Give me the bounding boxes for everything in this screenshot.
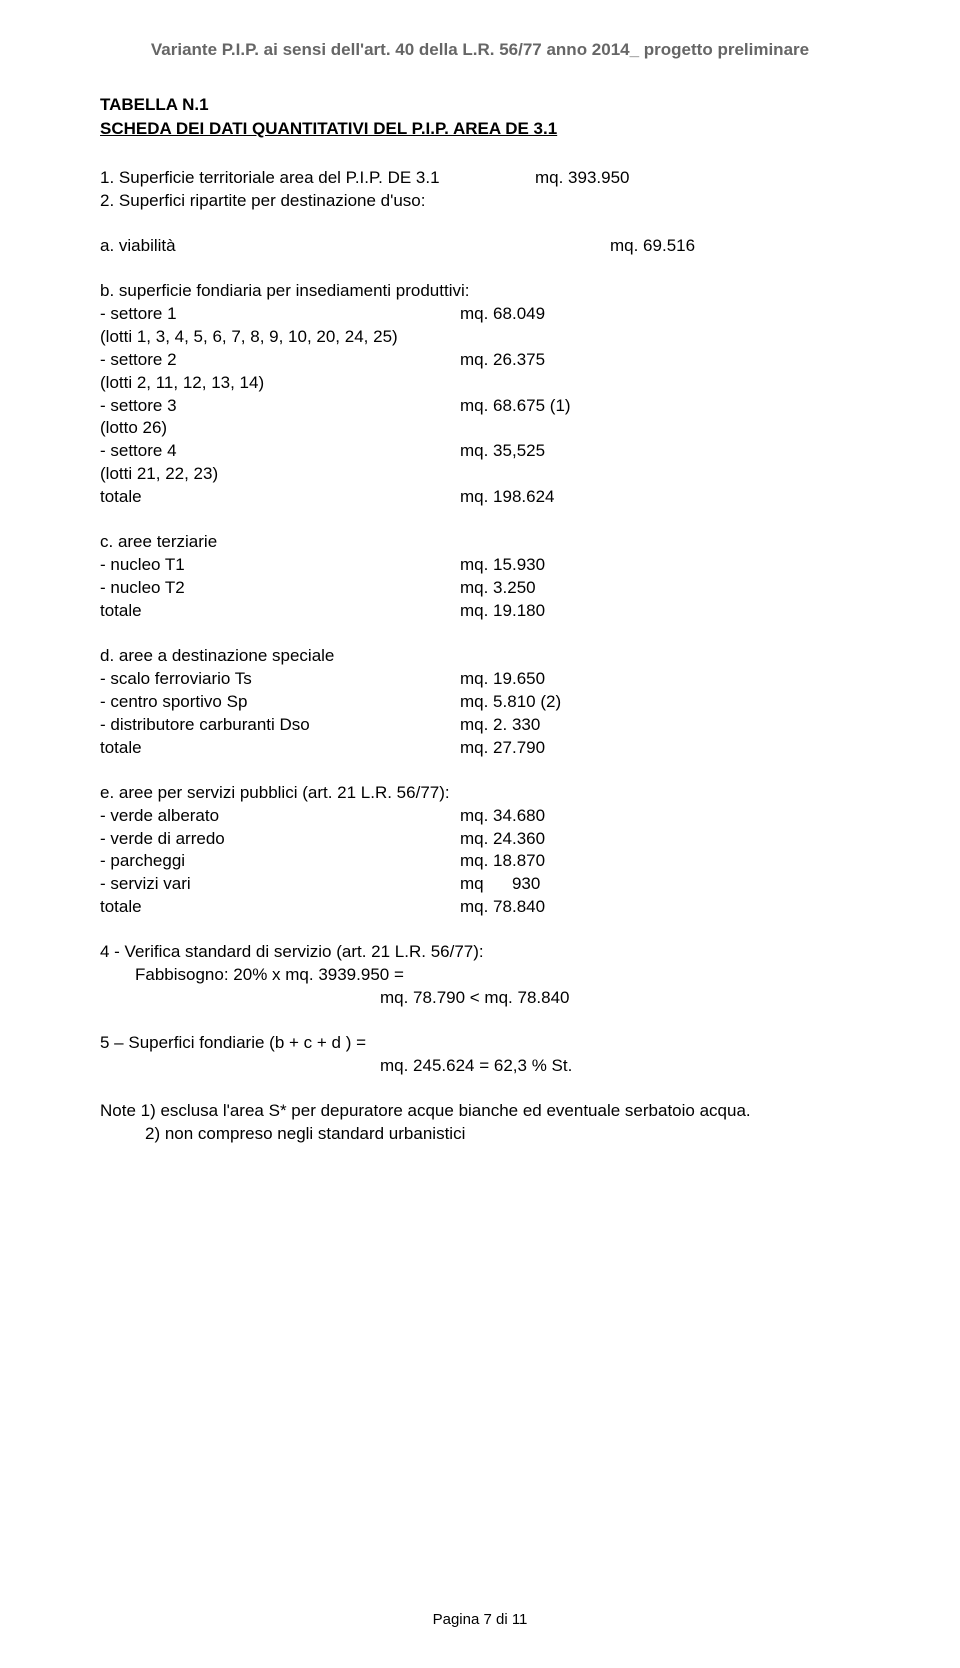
d2-value: mq. 5.810 (2) <box>460 691 561 714</box>
sec4-l3: mq. 78.790 < mq. 78.840 <box>380 987 570 1010</box>
item-d-totale: totale mq. 27.790 <box>100 737 860 760</box>
b3-note: (lotto 26) <box>100 417 167 440</box>
note-1: Note 1) esclusa l'area S* per depuratore… <box>100 1100 860 1123</box>
sec1-value: mq. 393.950 <box>535 167 630 190</box>
section-5-line1: 5 – Superfici fondiarie (b + c + d ) = <box>100 1032 860 1055</box>
section-4-line2: Fabbisogno: 20% x mq. 3939.950 = <box>100 964 860 987</box>
b-tot-value: mq. 198.624 <box>460 486 555 509</box>
b-tot-label: totale <box>100 486 460 509</box>
e3-value: mq. 18.870 <box>460 850 545 873</box>
item-e-intro: e. aree per servizi pubblici (art. 21 L.… <box>100 782 860 805</box>
note-2-text: 2) non compreso negli standard urbanisti… <box>145 1123 465 1146</box>
item-e1: - verde alberato mq. 34.680 <box>100 805 860 828</box>
e-tot-label: totale <box>100 896 460 919</box>
page-footer: Pagina 7 di 11 <box>0 1611 960 1628</box>
e1-value: mq. 34.680 <box>460 805 545 828</box>
item-e2: - verde di arredo mq. 24.360 <box>100 828 860 851</box>
d-tot-label: totale <box>100 737 460 760</box>
item-b3: - settore 3 mq. 68.675 (1) <box>100 395 860 418</box>
section-2-intro: 2. Superfici ripartite per destinazione … <box>100 190 860 213</box>
sec5-l1: 5 – Superfici fondiarie (b + c + d ) = <box>100 1032 366 1055</box>
item-b4: - settore 4 mq. 35,525 <box>100 440 860 463</box>
c1-label: - nucleo T1 <box>100 554 460 577</box>
item-c2: - nucleo T2 mq. 3.250 <box>100 577 860 600</box>
note-2: 2) non compreso negli standard urbanisti… <box>100 1123 860 1146</box>
b2-note: (lotti 2, 11, 12, 13, 14) <box>100 372 264 395</box>
e1-label: - verde alberato <box>100 805 460 828</box>
b4-label: - settore 4 <box>100 440 460 463</box>
e2-label: - verde di arredo <box>100 828 460 851</box>
section-1: 1. Superficie territoriale area del P.I.… <box>100 167 860 190</box>
item-c-intro: c. aree terziarie <box>100 531 860 554</box>
item-b4-note: (lotti 21, 22, 23) <box>100 463 860 486</box>
d2-label: - centro sportivo Sp <box>100 691 460 714</box>
section-4-line1: 4 - Verifica standard di servizio (art. … <box>100 941 860 964</box>
d3-label: - distributore carburanti Dso <box>100 714 460 737</box>
b2-label: - settore 2 <box>100 349 460 372</box>
item-a: a. viabilità mq. 69.516 <box>100 235 860 258</box>
e-tot-value: mq. 78.840 <box>460 896 545 919</box>
item-e-totale: totale mq. 78.840 <box>100 896 860 919</box>
table-number: TABELLA N.1 <box>100 95 860 115</box>
b3-value: mq. 68.675 (1) <box>460 395 571 418</box>
document-page: Variante P.I.P. ai sensi dell'art. 40 de… <box>0 0 960 1668</box>
b1-value: mq. 68.049 <box>460 303 545 326</box>
d-tot-value: mq. 27.790 <box>460 737 545 760</box>
a-label: a. viabilità <box>100 235 610 258</box>
item-d1: - scalo ferroviario Ts mq. 19.650 <box>100 668 860 691</box>
item-b3-note: (lotto 26) <box>100 417 860 440</box>
c-tot-label: totale <box>100 600 460 623</box>
sec5-l2: mq. 245.624 = 62,3 % St. <box>380 1055 572 1078</box>
e2-value: mq. 24.360 <box>460 828 545 851</box>
c2-value: mq. 3.250 <box>460 577 536 600</box>
item-b-intro: b. superficie fondiaria per insediamenti… <box>100 280 860 303</box>
item-d3: - distributore carburanti Dso mq. 2. 330 <box>100 714 860 737</box>
b1-label: - settore 1 <box>100 303 460 326</box>
d3-value: mq. 2. 330 <box>460 714 540 737</box>
sec2-label: 2. Superfici ripartite per destinazione … <box>100 190 460 213</box>
a-value: mq. 69.516 <box>610 235 695 258</box>
b2-value: mq. 26.375 <box>460 349 545 372</box>
c1-value: mq. 15.930 <box>460 554 545 577</box>
c-intro-label: c. aree terziarie <box>100 531 217 554</box>
d-intro-label: d. aree a destinazione speciale <box>100 645 334 668</box>
sec4-l2: Fabbisogno: 20% x mq. 3939.950 = <box>135 964 404 987</box>
page-header: Variante P.I.P. ai sensi dell'art. 40 de… <box>100 40 860 60</box>
b4-value: mq. 35,525 <box>460 440 545 463</box>
section-4-line3: mq. 78.790 < mq. 78.840 <box>100 987 860 1010</box>
b3-label: - settore 3 <box>100 395 460 418</box>
sec1-label: 1. Superficie territoriale area del P.I.… <box>100 167 535 190</box>
item-b2-note: (lotti 2, 11, 12, 13, 14) <box>100 372 860 395</box>
item-c-totale: totale mq. 19.180 <box>100 600 860 623</box>
e4-label: - servizi vari <box>100 873 460 896</box>
item-d2: - centro sportivo Sp mq. 5.810 (2) <box>100 691 860 714</box>
item-d-intro: d. aree a destinazione speciale <box>100 645 860 668</box>
e4-value: mq 930 <box>460 873 540 896</box>
title-block: TABELLA N.1 SCHEDA DEI DATI QUANTITATIVI… <box>100 95 860 139</box>
item-e3: - parcheggi mq. 18.870 <box>100 850 860 873</box>
c-tot-value: mq. 19.180 <box>460 600 545 623</box>
b-intro-label: b. superficie fondiaria per insediamenti… <box>100 280 469 303</box>
sec4-l1: 4 - Verifica standard di servizio (art. … <box>100 941 484 964</box>
e3-label: - parcheggi <box>100 850 460 873</box>
item-b2: - settore 2 mq. 26.375 <box>100 349 860 372</box>
item-c1: - nucleo T1 mq. 15.930 <box>100 554 860 577</box>
item-b-totale: totale mq. 198.624 <box>100 486 860 509</box>
table-title: SCHEDA DEI DATI QUANTITATIVI DEL P.I.P. … <box>100 119 860 139</box>
item-b1: - settore 1 mq. 68.049 <box>100 303 860 326</box>
item-e4: - servizi vari mq 930 <box>100 873 860 896</box>
d1-label: - scalo ferroviario Ts <box>100 668 460 691</box>
section-5-line2: mq. 245.624 = 62,3 % St. <box>100 1055 860 1078</box>
b1-note: (lotti 1, 3, 4, 5, 6, 7, 8, 9, 10, 20, 2… <box>100 326 398 349</box>
d1-value: mq. 19.650 <box>460 668 545 691</box>
item-b1-note: (lotti 1, 3, 4, 5, 6, 7, 8, 9, 10, 20, 2… <box>100 326 860 349</box>
e-intro-label: e. aree per servizi pubblici (art. 21 L.… <box>100 782 450 805</box>
b4-note: (lotti 21, 22, 23) <box>100 463 218 486</box>
c2-label: - nucleo T2 <box>100 577 460 600</box>
